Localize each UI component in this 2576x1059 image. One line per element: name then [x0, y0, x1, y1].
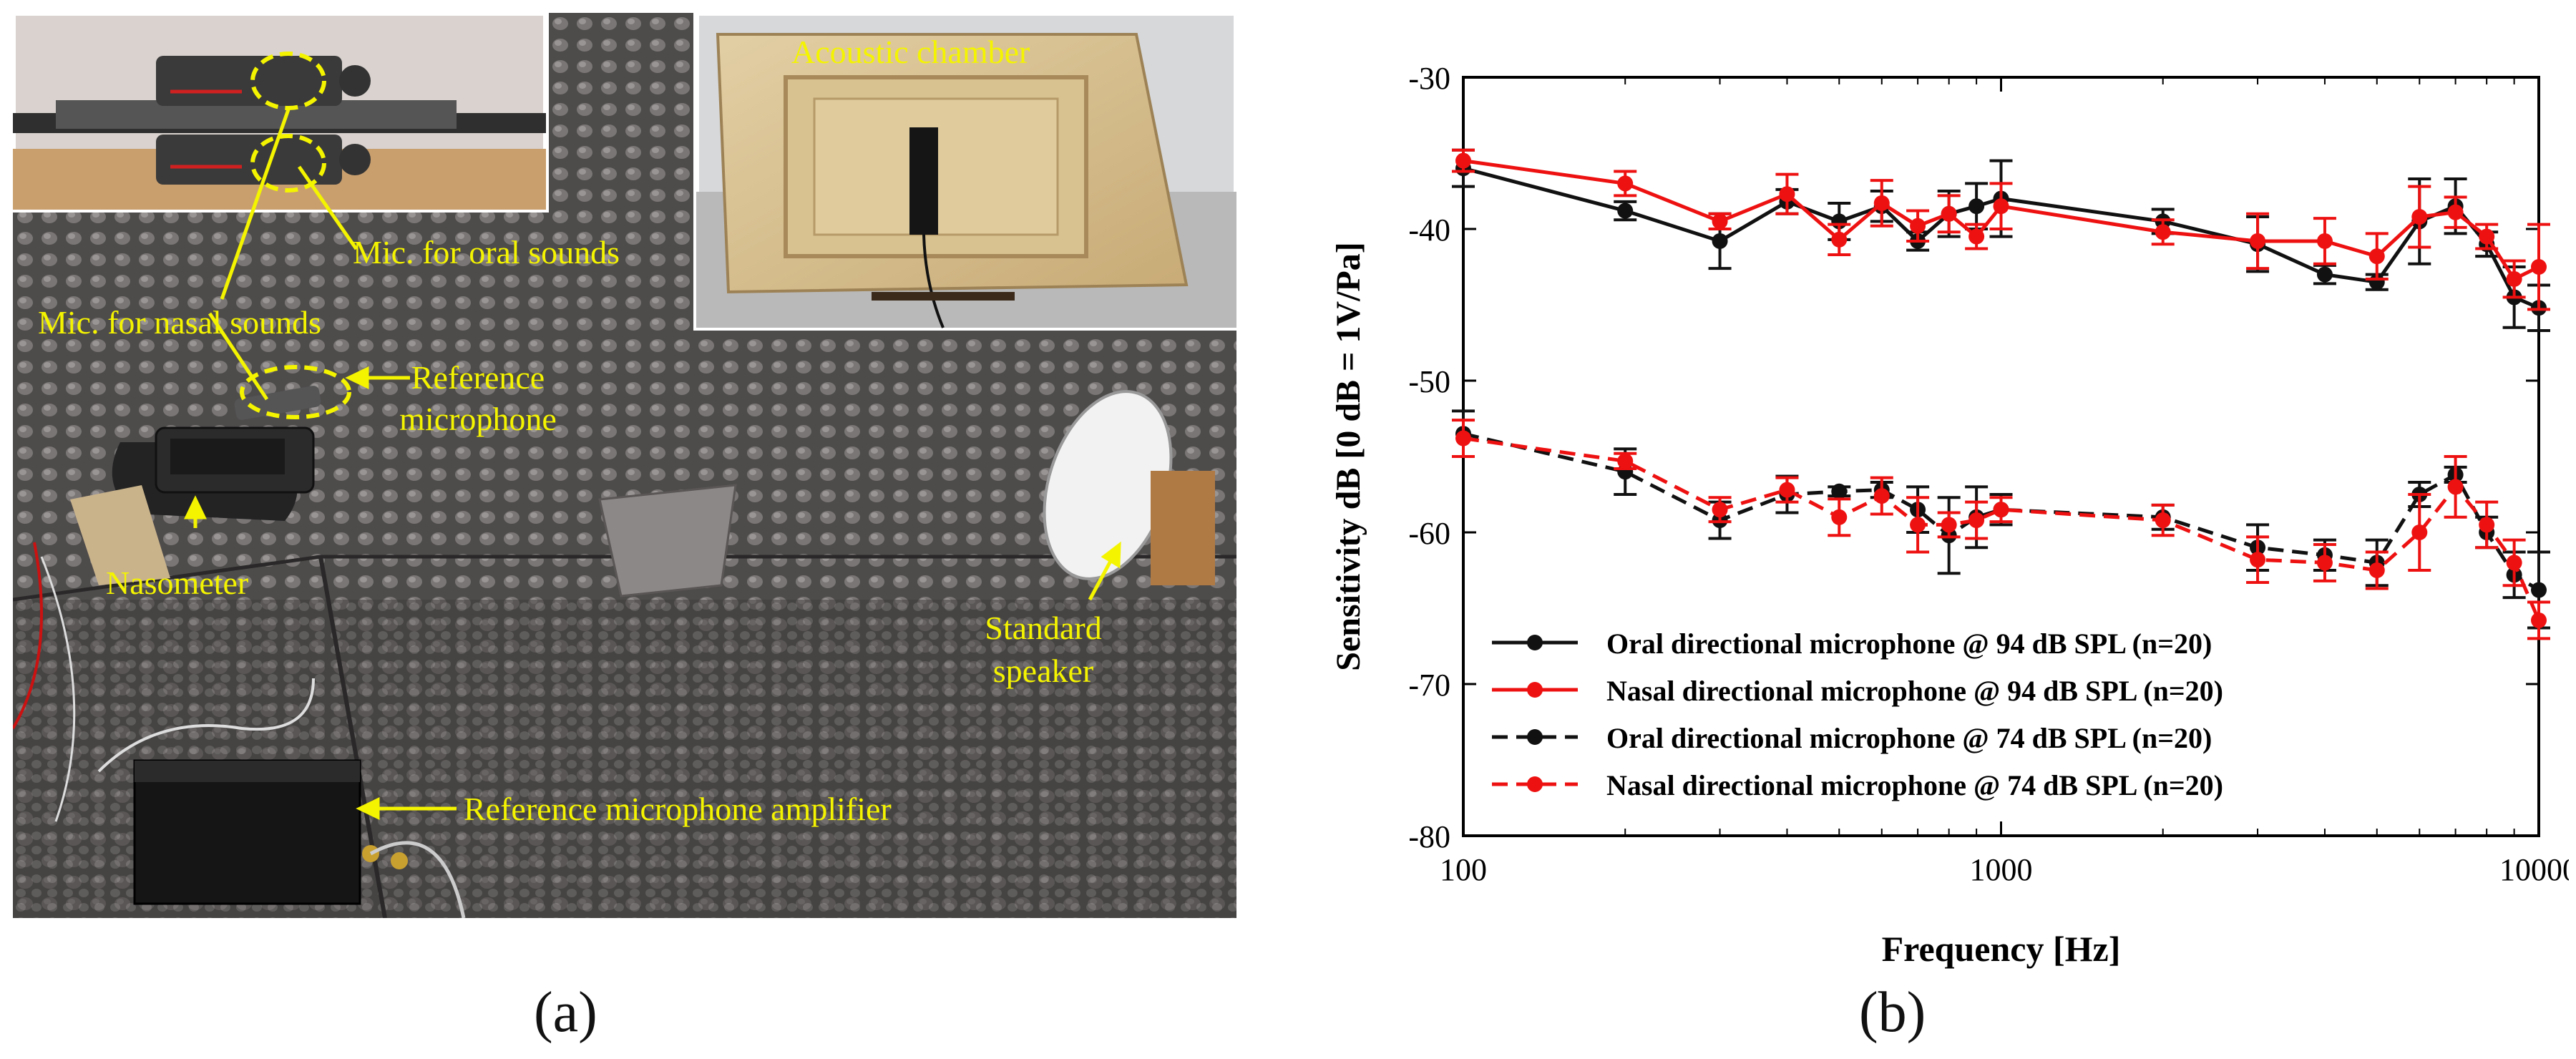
data-point — [2479, 517, 2495, 533]
data-point — [2411, 209, 2428, 225]
legend-marker — [1527, 729, 1543, 745]
legend-label: Nasal directional microphone @ 74 dB SPL… — [1606, 769, 2223, 801]
label-ref-amp: Reference microphone amplifier — [464, 791, 892, 827]
data-point — [2447, 479, 2464, 495]
legend-marker — [1527, 682, 1543, 698]
reference-mic-amplifier — [97, 678, 466, 919]
label-reference-mic-2: microphone — [399, 401, 557, 437]
data-point — [1455, 430, 1471, 446]
data-point — [2411, 524, 2428, 540]
foam-cutout — [598, 484, 737, 597]
data-point — [2316, 266, 2333, 283]
data-point — [1779, 482, 1795, 498]
label-speaker-1: Standard — [985, 610, 1102, 646]
series-2 — [1452, 148, 2550, 311]
data-point — [2250, 552, 2266, 568]
y-tick-label: -80 — [1408, 819, 1450, 854]
y-tick-label: -60 — [1408, 516, 1450, 551]
data-point — [1831, 509, 1848, 525]
data-point — [1617, 202, 1634, 219]
chart-legend: Oral directional microphone @ 94 dB SPL … — [1492, 628, 2223, 801]
data-point — [1993, 198, 2009, 215]
data-point — [1993, 502, 2009, 518]
reference-mic — [234, 365, 351, 420]
data-point — [1779, 186, 1795, 202]
data-point — [1873, 488, 1890, 504]
data-point — [2447, 204, 2464, 220]
label-mic-nasal: Mic. for nasal sounds — [38, 304, 321, 341]
legend-label: Nasal directional microphone @ 94 dB SPL… — [1606, 675, 2223, 707]
data-point — [2316, 555, 2333, 571]
data-point — [1831, 231, 1848, 248]
setup-photo: Acoustic chamber — [10, 10, 1239, 919]
data-point — [2155, 512, 2171, 529]
data-point — [1617, 175, 1634, 192]
label-reference-mic-1: Reference — [411, 359, 545, 396]
y-tick-label: -70 — [1408, 668, 1450, 703]
data-point — [1712, 213, 1728, 230]
label-acoustic-chamber: Acoustic chamber — [791, 34, 1030, 70]
legend-label: Oral directional microphone @ 74 dB SPL … — [1606, 722, 2212, 754]
y-tick-label: -50 — [1408, 364, 1450, 399]
data-point — [1968, 228, 1985, 245]
y-tick-label: -40 — [1408, 213, 1450, 248]
data-point — [2316, 233, 2333, 249]
data-point — [1455, 152, 1471, 169]
data-point — [2506, 555, 2522, 571]
data-point — [1910, 517, 1926, 533]
data-point — [1968, 198, 1985, 215]
data-point — [1910, 218, 1926, 234]
x-axis-label: Frequency [Hz] — [1882, 929, 2121, 969]
y-tick-label: -30 — [1408, 61, 1450, 96]
legend-marker — [1527, 776, 1543, 792]
data-point — [1873, 195, 1890, 211]
data-point — [2479, 228, 2495, 245]
data-point — [2368, 562, 2385, 578]
data-point — [1941, 205, 1957, 222]
label-mic-oral: Mic. for oral sounds — [353, 234, 620, 270]
y-axis-label: Sensitivity dB [0 dB = 1V/Pa] — [1330, 242, 1367, 670]
series-1 — [1452, 148, 2550, 333]
standard-speaker — [1043, 390, 1215, 585]
annotation-arrows — [184, 109, 1121, 820]
data-point — [1712, 502, 1728, 518]
data-point — [1617, 453, 1634, 469]
legend-marker — [1527, 635, 1543, 650]
panel-a-photo: Acoustic chamber — [10, 10, 1239, 919]
x-tick-label: 10000 — [2499, 852, 2569, 887]
nasometer-device — [11, 426, 315, 822]
data-point — [1968, 512, 1985, 529]
data-point — [2155, 224, 2171, 240]
label-speaker-2: speaker — [993, 653, 1093, 689]
caption-a: (a) — [534, 981, 597, 1044]
inset-mic-closeup — [10, 10, 549, 213]
data-point — [2531, 582, 2547, 598]
x-tick-label: 1000 — [1970, 852, 2033, 887]
x-tick-label: 100 — [1440, 852, 1487, 887]
data-point — [2531, 612, 2547, 628]
data-point — [1941, 517, 1957, 533]
data-point — [2368, 248, 2385, 265]
legend-label: Oral directional microphone @ 94 dB SPL … — [1606, 628, 2212, 660]
label-nasometer: Nasometer — [106, 565, 248, 601]
data-point — [2531, 259, 2547, 275]
inset-acoustic-chamber — [693, 10, 1239, 331]
data-point — [1712, 233, 1728, 249]
caption-b: (b) — [1859, 981, 1926, 1044]
series-4 — [1452, 419, 2550, 640]
data-point — [2506, 270, 2522, 287]
data-point — [2250, 233, 2266, 249]
data-point — [1831, 483, 1848, 499]
